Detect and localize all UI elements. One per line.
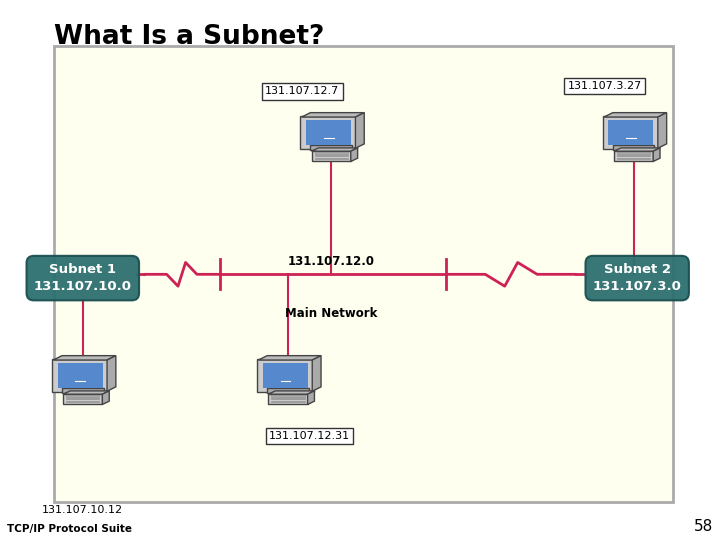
FancyBboxPatch shape — [315, 158, 348, 159]
FancyBboxPatch shape — [271, 395, 305, 397]
FancyBboxPatch shape — [63, 394, 102, 404]
Polygon shape — [356, 113, 364, 148]
FancyBboxPatch shape — [269, 394, 307, 404]
Text: 131.107.10.12: 131.107.10.12 — [42, 505, 123, 515]
Polygon shape — [63, 391, 109, 394]
FancyBboxPatch shape — [613, 145, 654, 150]
Polygon shape — [107, 356, 116, 392]
FancyBboxPatch shape — [614, 151, 653, 161]
Text: Main Network: Main Network — [285, 307, 377, 320]
FancyBboxPatch shape — [263, 363, 308, 388]
Text: What Is a Subnet?: What Is a Subnet? — [54, 24, 325, 50]
Polygon shape — [351, 148, 358, 161]
FancyBboxPatch shape — [617, 155, 650, 157]
Polygon shape — [302, 113, 364, 117]
FancyBboxPatch shape — [603, 116, 660, 150]
Polygon shape — [312, 148, 358, 151]
FancyBboxPatch shape — [617, 158, 650, 159]
Text: 131.107.12.31: 131.107.12.31 — [269, 431, 350, 441]
Polygon shape — [307, 391, 315, 404]
Text: 58: 58 — [693, 518, 713, 534]
FancyBboxPatch shape — [310, 145, 352, 150]
FancyBboxPatch shape — [315, 155, 348, 157]
Text: 131.107.3.27: 131.107.3.27 — [567, 81, 642, 91]
FancyBboxPatch shape — [66, 401, 99, 402]
FancyBboxPatch shape — [306, 120, 351, 145]
FancyBboxPatch shape — [271, 401, 305, 402]
Polygon shape — [258, 356, 321, 360]
FancyBboxPatch shape — [300, 116, 357, 150]
Text: 131.107.12.7: 131.107.12.7 — [265, 86, 340, 96]
Text: Subnet 1
131.107.10.0: Subnet 1 131.107.10.0 — [34, 263, 132, 293]
FancyBboxPatch shape — [66, 398, 99, 400]
FancyBboxPatch shape — [312, 151, 351, 161]
Polygon shape — [102, 391, 109, 404]
Text: TCP/IP Protocol Suite: TCP/IP Protocol Suite — [7, 523, 132, 534]
FancyBboxPatch shape — [257, 359, 314, 393]
Polygon shape — [658, 113, 667, 148]
FancyBboxPatch shape — [58, 363, 103, 388]
Polygon shape — [53, 356, 116, 360]
Text: Subnet 2
131.107.3.0: Subnet 2 131.107.3.0 — [593, 263, 682, 293]
FancyBboxPatch shape — [54, 46, 673, 502]
FancyBboxPatch shape — [66, 395, 99, 397]
Polygon shape — [312, 356, 321, 392]
FancyBboxPatch shape — [52, 359, 109, 393]
Polygon shape — [604, 113, 667, 117]
Text: 131.107.12.0: 131.107.12.0 — [288, 255, 374, 268]
FancyBboxPatch shape — [271, 398, 305, 400]
Polygon shape — [653, 148, 660, 161]
FancyBboxPatch shape — [62, 388, 104, 393]
FancyBboxPatch shape — [608, 120, 654, 145]
FancyBboxPatch shape — [617, 152, 650, 154]
FancyBboxPatch shape — [315, 152, 348, 154]
FancyBboxPatch shape — [267, 388, 309, 393]
Polygon shape — [269, 391, 315, 394]
Polygon shape — [614, 148, 660, 151]
